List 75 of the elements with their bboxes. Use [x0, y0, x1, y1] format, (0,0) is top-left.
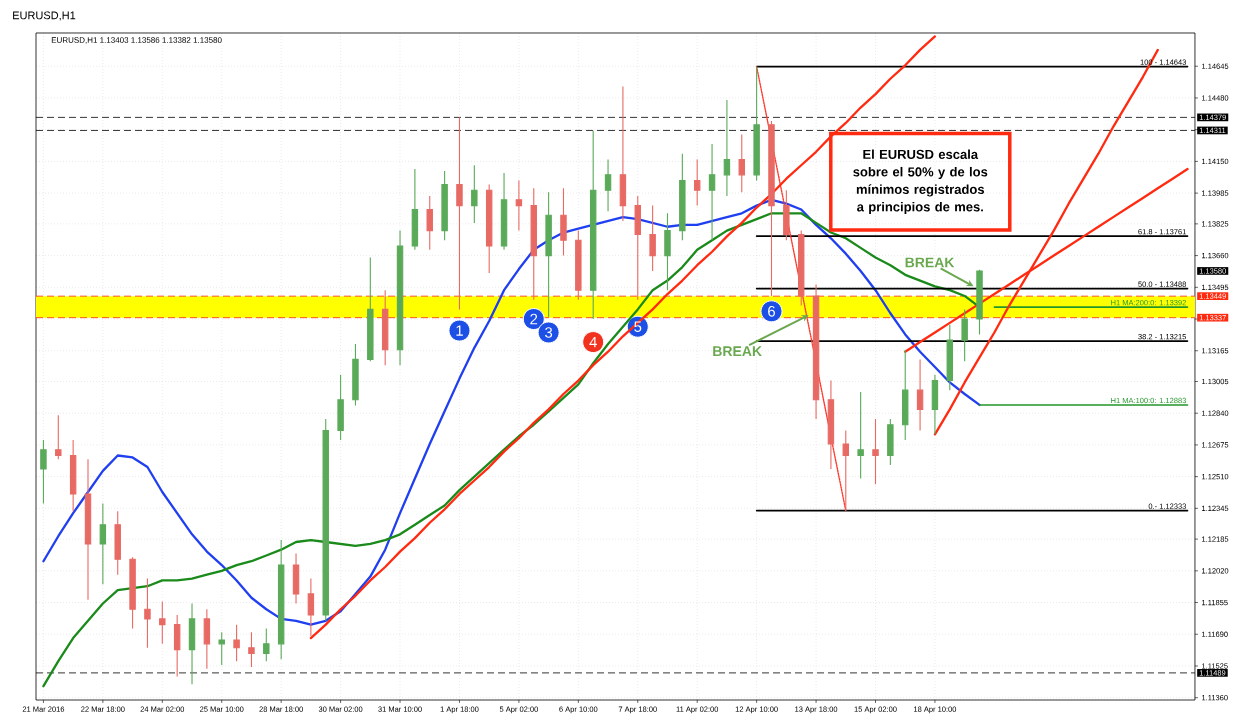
candlestick — [545, 191, 552, 318]
annotation: El EURUSD escala sobre el 50% y de los mínimos registrados a principios de mes. — [853, 149, 988, 215]
candlestick — [708, 143, 716, 241]
candlestick — [69, 439, 77, 512]
candlestick — [753, 66, 760, 182]
candlestick — [916, 358, 924, 432]
candlestick — [931, 374, 939, 435]
candlestick — [367, 256, 374, 362]
candlestick — [857, 391, 864, 480]
candlestick — [485, 183, 493, 274]
candlestick — [188, 602, 196, 685]
series-label: 3 — [545, 327, 553, 338]
candlestick — [411, 168, 419, 251]
candlestick — [693, 158, 701, 207]
candlestick — [173, 614, 181, 678]
candlestick — [322, 418, 329, 622]
annotation: BREAK — [905, 257, 955, 268]
candlestick — [738, 133, 745, 193]
candlestick — [114, 510, 121, 576]
candlestick — [500, 172, 508, 251]
candlestick — [218, 631, 225, 666]
candlestick — [99, 503, 107, 585]
candlestick — [40, 439, 47, 505]
candlestick — [530, 187, 537, 301]
candlestick — [901, 349, 909, 441]
candlestick — [426, 195, 433, 251]
candlestick — [812, 283, 820, 420]
candlestick — [456, 116, 463, 310]
candlestick — [277, 539, 285, 660]
series-label: 2 — [530, 313, 538, 325]
candlestick — [381, 289, 389, 366]
candlestick — [797, 230, 805, 307]
candlestick — [575, 230, 582, 301]
candlestick — [723, 99, 731, 197]
candlestick — [664, 212, 671, 291]
series-label: 5 — [634, 321, 642, 332]
candlestick — [976, 269, 983, 335]
candlestick — [55, 414, 62, 460]
candlestick — [887, 418, 894, 466]
candlestick — [768, 120, 775, 297]
candlestick — [842, 429, 850, 512]
series-label: 4 — [589, 336, 597, 348]
candlestick — [292, 552, 300, 605]
candlestick — [203, 608, 211, 670]
chart-title: EURUSD,H1 — [13, 11, 76, 21]
candlestick — [233, 624, 240, 662]
candlestick — [560, 187, 567, 257]
candlestick — [634, 195, 641, 301]
candlestick — [248, 631, 255, 668]
candlestick — [144, 577, 151, 649]
candlestick — [649, 205, 656, 272]
candlestick — [946, 324, 954, 391]
candlestick — [84, 458, 92, 601]
candlestick — [679, 153, 686, 241]
candlestick — [589, 130, 597, 320]
candlestick — [307, 577, 315, 637]
annotation: BREAK — [713, 346, 762, 356]
candlestick — [441, 170, 448, 241]
candlestick — [129, 556, 136, 630]
candlestick — [337, 374, 344, 441]
candlestick — [263, 627, 270, 662]
candlestick — [471, 164, 478, 224]
chart-subtitle: EURUSD,H1 1.13403 1.13586 1.13382 1.13580 — [51, 37, 222, 44]
candlestick — [604, 158, 612, 212]
candlestick — [783, 189, 790, 241]
candlestick — [352, 343, 359, 407]
candlestick — [396, 230, 404, 366]
series-label: 1 — [456, 325, 463, 336]
series-label: 6 — [768, 306, 776, 317]
candlestick — [159, 601, 166, 645]
candlestick — [515, 180, 523, 232]
candlestick — [872, 418, 879, 485]
candlestick — [961, 308, 968, 362]
candlestick — [619, 85, 627, 222]
candlestick — [827, 379, 835, 470]
